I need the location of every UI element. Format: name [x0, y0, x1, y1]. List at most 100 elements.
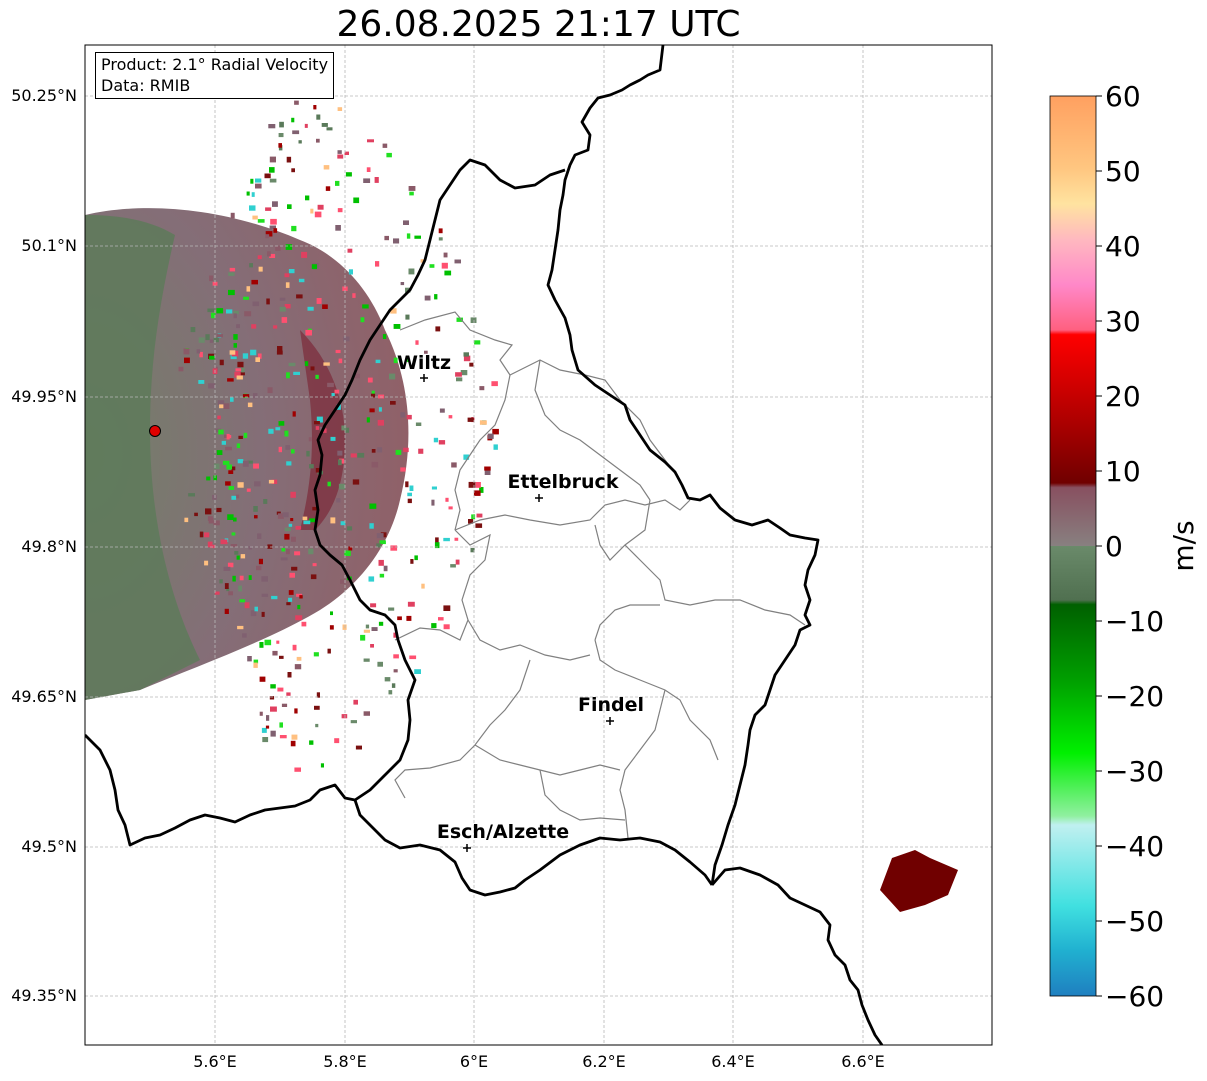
echo-pixel [223, 566, 231, 571]
echo-pixel [286, 156, 292, 163]
echo-pixel [379, 573, 385, 578]
echo-pixel [249, 205, 256, 211]
colorbar-tick-label: 40 [1105, 230, 1141, 263]
echo-pixel [237, 625, 244, 630]
echo-pixel [325, 186, 331, 191]
echo-pixel [338, 483, 346, 490]
echo-pixel [456, 317, 463, 322]
echo-pixel [265, 207, 272, 211]
echo-pixel [337, 150, 342, 154]
colorbar-tick-label: −20 [1105, 680, 1164, 713]
echo-pixel [337, 107, 343, 111]
echo-pixel [286, 372, 290, 379]
echo-pixel [367, 139, 374, 143]
echo-pixel [261, 727, 267, 733]
echo-pixel [272, 201, 278, 207]
echo-pixel [377, 419, 384, 426]
echo-pixel [228, 591, 233, 596]
echo-pixel [471, 514, 476, 520]
echo-pixel [338, 358, 343, 364]
echo-pixel [443, 252, 448, 258]
echo-pixel [371, 393, 376, 398]
echo-pixel [199, 531, 204, 538]
echo-pixel [284, 273, 290, 278]
echo-pixel [233, 343, 237, 348]
echo-pixel [468, 481, 476, 488]
echo-pixel [295, 615, 303, 621]
echo-pixel [298, 278, 305, 283]
echo-pixel [344, 550, 351, 556]
echo-pixel [335, 180, 340, 186]
echo-pixel [382, 143, 388, 148]
echo-pixel [209, 275, 214, 282]
echo-pixel [267, 251, 271, 257]
echo-pixel [306, 450, 310, 457]
echo-pixel [468, 519, 474, 524]
echo-pixel [299, 595, 303, 599]
echo-pixel [337, 154, 344, 159]
echo-pixel [236, 375, 243, 380]
echo-pixel [231, 532, 236, 536]
echo-pixel [340, 521, 346, 526]
echo-pixel [257, 255, 262, 260]
echo-pixel [229, 350, 236, 355]
echo-pixel [212, 494, 217, 500]
echo-pixel [415, 422, 422, 426]
echo-pixel [350, 720, 357, 724]
echo-pixel [307, 306, 314, 311]
echo-pixel [225, 481, 231, 486]
product-label: Product: 2.1° Radial Velocity [101, 55, 329, 74]
echo-pixel [227, 562, 234, 568]
echo-pixel [277, 346, 283, 352]
echo-pixel [238, 585, 242, 592]
echo-pixel [240, 554, 246, 559]
echo-pixel [209, 355, 215, 360]
echo-pixel [239, 575, 244, 581]
echo-pixel [448, 506, 453, 510]
echo-pixel [287, 672, 292, 678]
echo-pixel [264, 173, 271, 179]
echo-pixel [241, 367, 245, 373]
latitude-axis: 50.25°N 50.1°N 49.95°N 49.8°N 49.65°N 49… [11, 86, 77, 1005]
echo-pixel [352, 479, 360, 485]
echo-pixel [305, 195, 310, 201]
echo-pixel [370, 644, 374, 648]
city-wiltz: Wiltz [397, 352, 451, 382]
echo-pixel [286, 461, 292, 466]
echo-pixel [389, 373, 396, 380]
colorbar-gradient [1049, 95, 1097, 997]
svg-text:Esch/Alzette: Esch/Alzette [437, 821, 569, 843]
echo-pixel [279, 121, 284, 128]
echo-pixel [234, 551, 239, 555]
echo-pixel [319, 426, 324, 431]
echo-pixel [414, 235, 421, 239]
echo-pixel [228, 289, 235, 296]
echo-pixel [266, 298, 270, 305]
echo-pixel [278, 446, 282, 453]
echo-pixel [384, 235, 389, 241]
echo-pixel [330, 436, 336, 441]
echo-pixel [288, 597, 293, 602]
echo-pixel [230, 544, 238, 547]
echo-pixel [279, 297, 286, 301]
echo-pixel [257, 533, 262, 539]
echo-pixel [291, 117, 295, 123]
echo-pixel [369, 408, 375, 413]
echo-pixel [237, 361, 244, 368]
data-source-label: Data: RMIB [101, 76, 191, 95]
echo-pixel [352, 293, 356, 298]
echo-pixel [493, 444, 498, 450]
echo-pixel [296, 656, 302, 661]
echo-pixel [236, 324, 240, 329]
echo-pixel [213, 337, 219, 343]
colorbar-tick-label: 60 [1105, 80, 1141, 113]
echo-pixel [470, 548, 475, 553]
echo-pixel [336, 498, 341, 503]
echo-pixel [308, 548, 314, 555]
echo-pixel [248, 546, 252, 550]
district-boundaries [394, 311, 806, 839]
echo-pixel [368, 576, 375, 582]
echo-pixel [291, 168, 295, 173]
echo-pixel [294, 100, 299, 105]
echo-pixel [326, 127, 333, 131]
